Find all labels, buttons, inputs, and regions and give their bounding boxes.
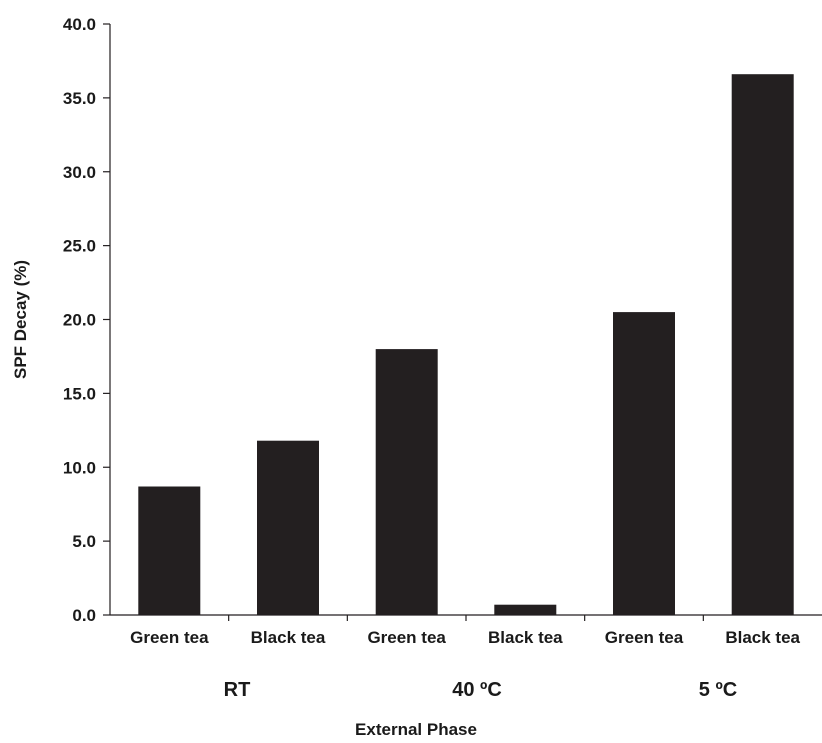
group-label: 40 ºC: [452, 679, 502, 701]
bars-layer: [138, 74, 794, 615]
category-label: Green tea: [605, 628, 684, 647]
y-tick-label: 5.0: [72, 532, 96, 551]
bar-1: [138, 486, 201, 615]
category-label: Green tea: [130, 628, 209, 647]
x-axis-ticks: [228, 615, 704, 621]
y-tick-label: 25.0: [63, 237, 96, 256]
group-labels: RT 40 ºC 5 ºC: [224, 679, 738, 701]
category-label: Green tea: [367, 628, 446, 647]
y-tick-label: 40.0: [63, 15, 96, 34]
y-tick-label: 35.0: [63, 89, 96, 108]
y-axis-title: SPF Decay (%): [11, 260, 30, 379]
bar-5: [613, 312, 675, 615]
bar-6: [731, 74, 794, 615]
group-label: 5 ºC: [699, 679, 737, 701]
bar-4: [494, 604, 557, 615]
bar-3: [375, 349, 438, 615]
group-label: RT: [224, 679, 251, 701]
x-axis-title: External Phase: [355, 720, 477, 739]
category-label: Black tea: [725, 628, 800, 647]
category-label: Black tea: [488, 628, 563, 647]
y-tick-label: 15.0: [63, 384, 96, 403]
y-axis-ticks: 0.0 5.0 10.0 15.0 20.0 25.0 30.0 35.0 40.0: [63, 15, 110, 625]
y-tick-label: 30.0: [63, 163, 96, 182]
y-tick-label: 0.0: [72, 606, 96, 625]
y-tick-label: 20.0: [63, 311, 96, 330]
y-tick-label: 10.0: [63, 458, 96, 477]
category-label: Black tea: [251, 628, 326, 647]
bar-2: [257, 440, 319, 615]
category-labels: Green tea Black tea Green tea Black tea Gree…: [130, 628, 800, 647]
